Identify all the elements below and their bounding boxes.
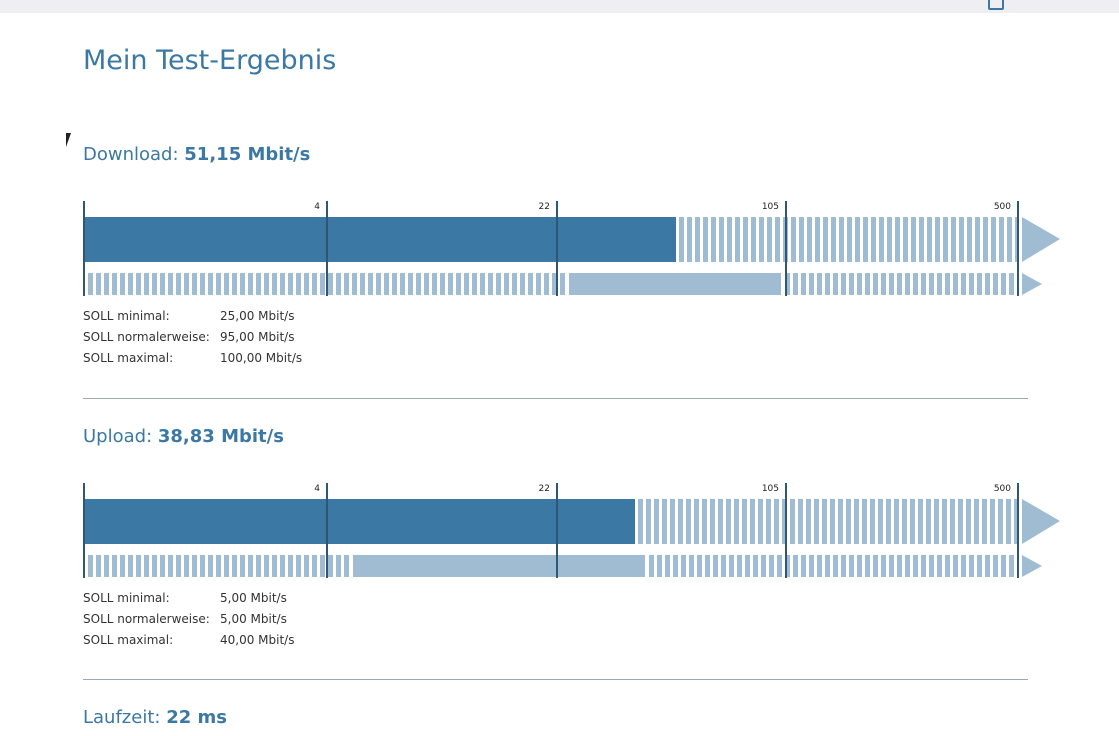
soll-label: SOLL normalerweise: bbox=[83, 330, 210, 344]
upload-soll: SOLL minimal: 5,00 Mbit/s SOLL normalerwe… bbox=[83, 588, 294, 651]
scale-tick-label: 22 bbox=[538, 484, 550, 494]
soll-label: SOLL normalerweise: bbox=[83, 612, 210, 626]
soll-range-bar bbox=[353, 555, 645, 577]
scale-tick-label: 105 bbox=[761, 484, 779, 494]
scale-tick bbox=[556, 201, 558, 296]
download-gauge: 4 22 105 500 bbox=[0, 201, 1119, 301]
soll-range-bar bbox=[569, 273, 781, 295]
top-bar bbox=[0, 0, 1119, 13]
measured-bar bbox=[84, 499, 635, 544]
scale-tick-label: 500 bbox=[993, 484, 1011, 494]
scale-tick-label: 105 bbox=[761, 202, 779, 212]
soll-value: 100,00 Mbit/s bbox=[220, 351, 303, 365]
scale-tick bbox=[83, 201, 85, 296]
scale-remaining-stripes bbox=[679, 217, 1017, 262]
soll-stripes-right bbox=[649, 555, 1017, 577]
soll-label: SOLL maximal: bbox=[83, 351, 174, 365]
scale-tick bbox=[326, 201, 328, 296]
scale-tick bbox=[1017, 201, 1019, 296]
download-soll: SOLL minimal: 25,00 Mbit/s SOLL normalerw… bbox=[83, 306, 302, 369]
upload-gauge: 4 22 105 500 bbox=[0, 483, 1119, 583]
arrow-large-icon bbox=[1022, 499, 1060, 544]
divider bbox=[83, 398, 1028, 399]
soll-value: 25,00 Mbit/s bbox=[220, 309, 295, 323]
scale-remaining-stripes bbox=[638, 499, 1017, 544]
scale-tick bbox=[785, 201, 787, 296]
scale-tick bbox=[556, 483, 558, 578]
download-heading: Download: 51,15 Mbit/s bbox=[83, 144, 311, 165]
scale-tick bbox=[326, 483, 328, 578]
upload-heading: Upload: 38,83 Mbit/s bbox=[83, 426, 284, 447]
divider bbox=[83, 679, 1028, 680]
measured-bar bbox=[84, 217, 676, 262]
scale-tick bbox=[785, 483, 787, 578]
soll-value: 5,00 Mbit/s bbox=[220, 591, 287, 605]
scale-tick-label: 4 bbox=[314, 484, 320, 494]
soll-stripes-left bbox=[88, 555, 350, 577]
soll-label: SOLL maximal: bbox=[83, 633, 174, 647]
scale-tick bbox=[83, 483, 85, 578]
soll-value: 40,00 Mbit/s bbox=[220, 633, 295, 647]
square-icon[interactable] bbox=[988, 0, 1004, 10]
soll-stripes-right bbox=[785, 273, 1017, 295]
laufzeit-heading: Laufzeit: 22 ms bbox=[83, 707, 227, 728]
scale-tick-label: 4 bbox=[314, 202, 320, 212]
scale-tick bbox=[1017, 483, 1019, 578]
arrow-large-icon bbox=[1022, 217, 1060, 262]
scale-tick-label: 500 bbox=[993, 202, 1011, 212]
mouse-cursor-icon bbox=[66, 133, 76, 147]
soll-value: 5,00 Mbit/s bbox=[220, 612, 287, 626]
scale-tick-label: 22 bbox=[538, 202, 550, 212]
soll-value: 95,00 Mbit/s bbox=[220, 330, 295, 344]
page-title: Mein Test-Ergebnis bbox=[83, 45, 337, 76]
soll-label: SOLL minimal: bbox=[83, 591, 170, 605]
arrow-small-icon bbox=[1022, 555, 1042, 577]
arrow-small-icon bbox=[1022, 273, 1042, 295]
soll-label: SOLL minimal: bbox=[83, 309, 170, 323]
